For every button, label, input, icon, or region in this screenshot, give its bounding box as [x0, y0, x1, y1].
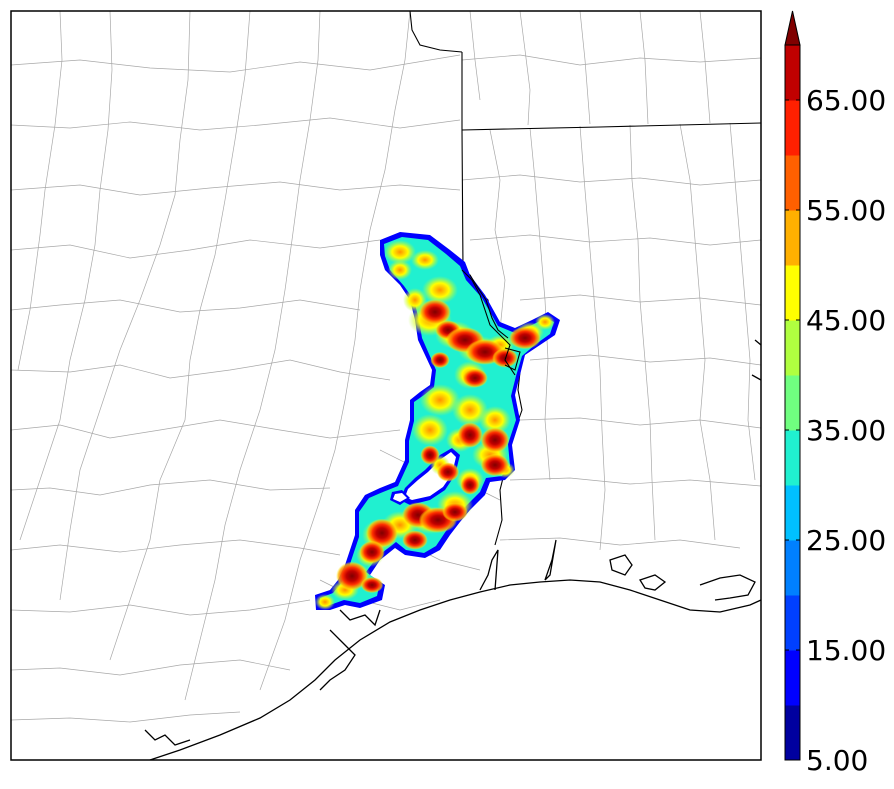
- colorbar-segment: [785, 265, 800, 321]
- reflectivity-intense-cell: [480, 453, 510, 477]
- reflectivity-intense-cell: [509, 326, 541, 350]
- colorbar-tick-label-45: 45.00: [806, 304, 887, 337]
- reflectivity-moderate-cell: [452, 394, 488, 426]
- colorbar-extend-triangle: [784, 10, 801, 46]
- colorbar-tick-label-25: 25.00: [806, 524, 887, 557]
- colorbar-segment: [785, 540, 800, 596]
- reflectivity-moderate-cell: [315, 594, 335, 610]
- reflectivity-intense-cell: [360, 577, 384, 593]
- colorbar-segment: [785, 650, 800, 706]
- reflectivity-intense-cell: [460, 475, 480, 495]
- reflectivity-intense-cell: [430, 352, 450, 368]
- reflectivity-intense-cell: [462, 368, 488, 388]
- map-background: [11, 11, 761, 760]
- colorbar-segment: [785, 210, 800, 266]
- colorbar-segment: [785, 485, 800, 541]
- colorbar-segment: [785, 595, 800, 651]
- colorbar-outline: [784, 44, 801, 761]
- reflectivity-intense-cell: [457, 422, 483, 448]
- reflectivity-moderate-cell: [479, 406, 511, 434]
- reflectivity-intense-cell: [402, 530, 428, 550]
- field-gap-small-inner: [393, 493, 407, 502]
- colorbar-segment: [785, 705, 800, 761]
- reflectivity-intense-cell: [419, 299, 451, 325]
- reflectivity-moderate-cell: [388, 260, 412, 280]
- colorbar-segment: [785, 320, 800, 376]
- reflectivity-field: [315, 232, 560, 610]
- reflectivity-intense-cell: [420, 445, 440, 465]
- reflectivity-moderate-cell: [412, 414, 448, 446]
- colorbar-tick-label-5: 5.00: [806, 744, 869, 777]
- colorbar-segment: [785, 100, 800, 156]
- river-lines: [461, 269, 521, 376]
- reflectivity-moderate-cell: [420, 384, 460, 416]
- colorbar-segment: [785, 45, 800, 101]
- reflectivity-moderate-cell: [535, 314, 555, 330]
- colorbar-segment: [785, 155, 800, 211]
- colorbar-segment: [785, 375, 800, 431]
- reflectivity-intense-cell: [366, 518, 398, 548]
- colorbar-tick-label-15: 15.00: [806, 634, 887, 667]
- colorbar: [784, 10, 801, 761]
- colorbar-tick-label-65: 65.00: [806, 84, 887, 117]
- reflectivity-intense-cell: [442, 502, 468, 522]
- reflectivity-intense-cell: [492, 348, 518, 368]
- reflectivity-moderate-cell: [422, 276, 458, 304]
- reflectivity-intense-cell: [359, 540, 385, 564]
- colorbar-tick-label-55: 55.00: [806, 194, 887, 227]
- colorbar-segment: [785, 430, 800, 486]
- reflectivity-intense-cell: [436, 462, 460, 482]
- reflectivity-intense-cell: [480, 427, 510, 453]
- reflectivity-intense-cell: [336, 561, 368, 591]
- reflectivity-moderate-cell: [384, 240, 416, 264]
- reflectivity-moderate-cell: [411, 250, 439, 270]
- colorbar-tick-label-35: 35.00: [806, 414, 887, 447]
- map-border: [10, 10, 762, 761]
- coastline: [144, 339, 761, 760]
